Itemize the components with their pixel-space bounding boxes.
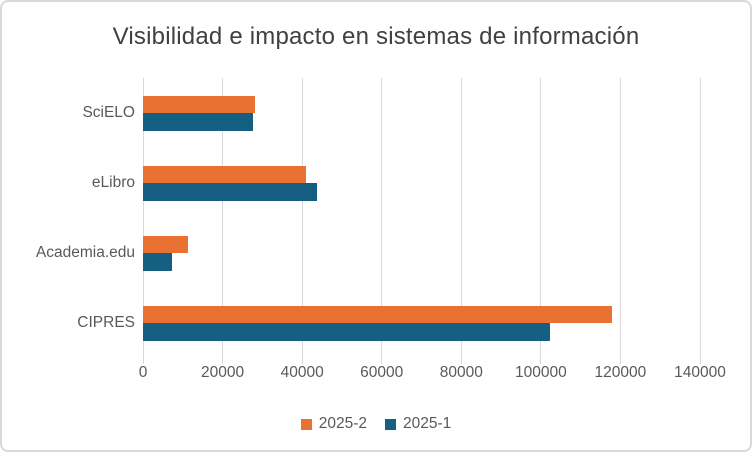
bar-2025-2-Academia.edu bbox=[143, 235, 188, 253]
gridline-120000 bbox=[619, 78, 621, 364]
x-tick-label-100000: 100000 bbox=[514, 364, 567, 381]
gridline-140000 bbox=[699, 78, 701, 364]
legend: 2025-2 2025-1 bbox=[2, 415, 750, 433]
gridline-80000 bbox=[460, 78, 462, 364]
category-label-SciELO: SciELO bbox=[82, 104, 135, 121]
x-tick-label-80000: 80000 bbox=[439, 364, 483, 381]
bar-2025-1-SciELO bbox=[143, 113, 253, 131]
category-axis: SciELO eLibro Academia.edu CIPRES bbox=[2, 78, 135, 358]
legend-swatch-icon bbox=[385, 418, 396, 430]
bar-2025-2-eLibro bbox=[143, 165, 306, 183]
x-tick-label-0: 0 bbox=[138, 364, 148, 381]
bar-2025-2-SciELO bbox=[143, 95, 256, 113]
bar-2025-1-CIPRES bbox=[143, 323, 550, 341]
legend-swatch-icon bbox=[300, 418, 312, 430]
category-label-Academia.edu: Academia.edu bbox=[35, 244, 135, 261]
bar-2025-2-CIPRES bbox=[143, 305, 612, 323]
gridline-60000 bbox=[381, 78, 383, 364]
gridline-40000 bbox=[301, 78, 303, 364]
chart-title: Visibilidad e impacto en sistemas de inf… bbox=[112, 23, 640, 50]
gridline-20000 bbox=[222, 78, 224, 364]
bar-2025-1-Academia.edu bbox=[143, 253, 172, 271]
legend-item-2025-2: 2025-2 bbox=[300, 415, 367, 433]
x-tick-label-140000: 140000 bbox=[674, 364, 726, 381]
x-tick-label-40000: 40000 bbox=[280, 364, 324, 381]
x-tick-label-20000: 20000 bbox=[201, 364, 245, 381]
x-tick-label-120000: 120000 bbox=[594, 364, 647, 381]
plot-area bbox=[142, 78, 701, 364]
legend-label: 2025-2 bbox=[318, 415, 367, 432]
x-tick-label-60000: 60000 bbox=[360, 364, 404, 381]
gridline-100000 bbox=[540, 78, 542, 364]
bar-2025-1-eLibro bbox=[143, 183, 317, 201]
value-axis: 0 20000 40000 60000 80000 100000 120000 140000 bbox=[139, 364, 726, 382]
legend-item-2025-1: 2025-1 bbox=[385, 415, 451, 433]
category-label-eLibro: eLibro bbox=[91, 174, 135, 191]
gridline-0 bbox=[142, 78, 144, 364]
category-label-CIPRES: CIPRES bbox=[77, 314, 135, 331]
legend-label: 2025-1 bbox=[403, 415, 452, 432]
